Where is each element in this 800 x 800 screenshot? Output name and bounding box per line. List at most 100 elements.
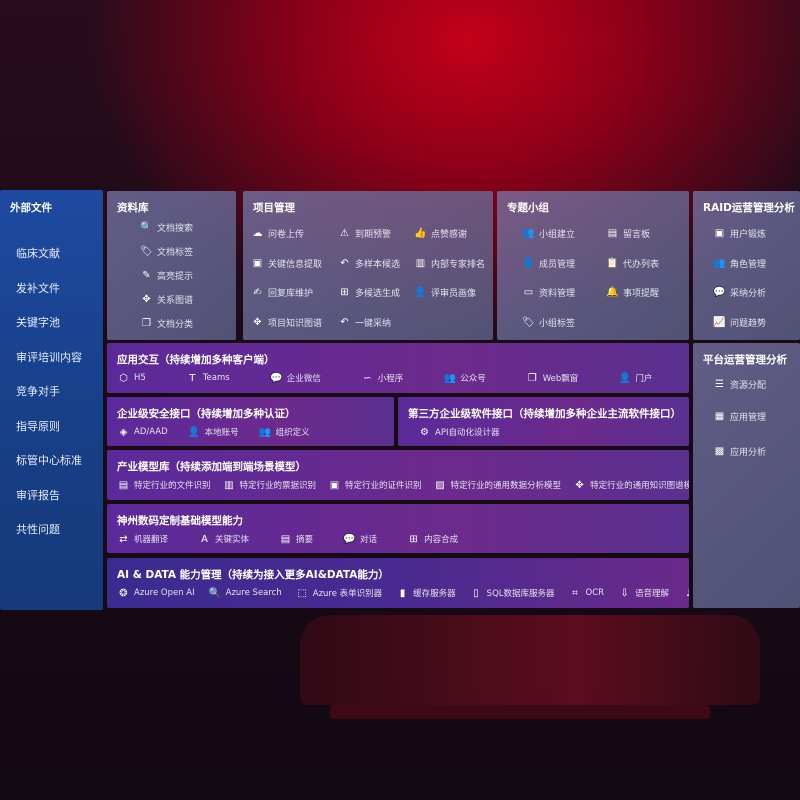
menu-item-group[interactable]: 👥 小组建立 (522, 227, 575, 240)
mini-program-icon: ∽ (363, 372, 372, 384)
menu-item-database[interactable]: ▯ SQL数据库服务器 (470, 587, 554, 600)
menu-item-cloud-upload[interactable]: ☁ 问卷上传 (251, 227, 305, 240)
tag-icon: 🏷 (522, 317, 535, 328)
industry-item-label: 特定行业的证件识别 (345, 481, 422, 491)
sidebar-item[interactable]: 指导原则 (16, 419, 60, 433)
menu-item-search-doc[interactable]: 🔍 Azure Search (209, 587, 282, 599)
menu-item-ranking[interactable]: ▥ 内部专家排名 (414, 257, 485, 270)
menu-item-file[interactable]: ▤ 特定行业的文件识别 (117, 479, 211, 492)
menu-item-undo[interactable]: ↶ 一键采纳 (338, 316, 391, 329)
menu-item-compose[interactable]: ⊞ 内容合成 (407, 533, 458, 546)
menu-item-openai[interactable]: ❂ Azure Open AI (117, 587, 194, 599)
menu-item-document-search[interactable]: 🔍 文档搜索 (140, 221, 193, 234)
raid-item-label: 用户锻炼 (730, 230, 767, 240)
menu-item-local-account[interactable]: 👤 本地账号 (188, 426, 239, 439)
edit-icon: ✍ (253, 287, 262, 298)
menu-item-reply[interactable]: ↶ 多样本候选 (338, 257, 400, 270)
aidata-item-label: 语音理解 (635, 589, 670, 599)
menu-item-organization[interactable]: 👥 组织定义 (259, 426, 310, 439)
panel-title: 神州数码定制基础模型能力 (117, 515, 243, 527)
menu-item-folder[interactable]: ▭ 资料管理 (522, 286, 575, 299)
menu-item-wechat-work[interactable]: 💬 企业微信 (270, 372, 321, 385)
menu-item-ad[interactable]: ◈ AD/AAD (117, 426, 168, 438)
group-item-label: 代办列表 (623, 260, 660, 270)
menu-item-checklist[interactable]: ☰ 资源分配 (713, 378, 766, 391)
gear-icon: ⚙ (420, 426, 429, 438)
speech-icon: ⇩ (620, 587, 629, 599)
sidebar-item[interactable]: 审评培训内容 (16, 350, 82, 364)
menu-item-clipboard[interactable]: 📋 代办列表 (606, 257, 659, 270)
menu-item-receipt[interactable]: ▥ 特定行业的票据识别 (223, 479, 316, 492)
menu-item-analytics[interactable]: ▩ 应用分析 (713, 445, 766, 458)
library-panel: 资料库 🔍 文档搜索 🏷 文档标签 ✎ 高亮提示 ✥ 关系图谱 ❐ 文档分类 (107, 191, 236, 340)
bbs-icon: ▤ (607, 228, 618, 239)
menu-item-puzzle[interactable]: ⊞ 多候选生成 (338, 286, 400, 299)
menu-item-users[interactable]: 👥 角色管理 (713, 257, 766, 270)
menu-item-bell[interactable]: 🔔 事项提醒 (606, 286, 659, 299)
menu-item-ocr[interactable]: ⌗ OCR (569, 587, 604, 599)
menu-item-form-recognizer[interactable]: ⬚ Azure 表单识别器 (296, 587, 383, 600)
menu-item-qa[interactable]: 💬 采纳分析 (713, 286, 766, 299)
menu-item-html5[interactable]: ⬡ H5 (117, 372, 146, 384)
menu-item-edit[interactable]: ✍ 回复库维护 (251, 286, 313, 299)
industry-model-panel: 产业模型库（持续添加端到端场景模型） ▤ 特定行业的文件识别 ▥ 特定行业的票据识别 ▣ 特… (107, 450, 689, 500)
menu-item-summary[interactable]: ▤ 摘要 (279, 533, 313, 546)
sidebar-item[interactable]: 临床文献 (16, 247, 60, 260)
menu-item-id-card[interactable]: ▣ 用户锻炼 (713, 227, 766, 240)
graph-icon: ✥ (142, 294, 151, 305)
sidebar-item[interactable]: 发补文件 (16, 281, 60, 295)
menu-item-tag[interactable]: 🏷 文档标签 (140, 245, 193, 258)
menu-item-official-account[interactable]: 👥 公众号 (443, 372, 486, 385)
external-files-panel: 外部文件 临床文献 发补文件 关键字池 审评培训内容 竞争对手 指导原则 标管中心标准 审评报… (0, 190, 103, 610)
qa-icon: 💬 (713, 287, 726, 298)
menu-item-gear[interactable]: ⚙ API自动化设计器 (418, 426, 499, 439)
translate-icon: ⇄ (119, 533, 128, 545)
id-card-icon: ▣ (329, 479, 340, 491)
cloud-upload-icon: ☁ (252, 228, 263, 239)
industry-item-label: 特定行业的文件识别 (134, 481, 211, 491)
menu-item-tts[interactable]: ♫TTS (683, 587, 689, 599)
menu-item-cache-server[interactable]: ▮ 缓存服务器 (396, 587, 456, 600)
sidebar-item[interactable]: 竞争对手 (16, 385, 60, 398)
app-interaction-panel: 应用交互（持续增加多种客户端） ⬡ H5 T Teams 💬 企业微信 ∽ 小程序 👥 公众号 ❐ We… (107, 343, 689, 393)
menu-item-document-category[interactable]: ❐ 文档分类 (140, 317, 193, 330)
platform-item-label: 应用分析 (730, 448, 767, 458)
users-icon: 👥 (713, 258, 726, 269)
menu-item-entity[interactable]: A 关键实体 (198, 533, 249, 546)
menu-item-web-window[interactable]: ❐ Web飘窗 (526, 372, 579, 385)
menu-item-chart[interactable]: ▨ 特定行业的通用数据分析模型 (434, 479, 561, 492)
menu-item-alarm[interactable]: ⚠ 到期预警 (338, 227, 391, 240)
raid-analysis-panel: RAID运营管理分析 ▣ 用户锻炼 👥 角色管理 💬 采纳分析 📈 问题趋势 (693, 191, 800, 340)
knowledge-graph-icon: ✥ (575, 479, 584, 491)
menu-item-id-card[interactable]: ▣ 特定行业的证件识别 (328, 479, 422, 492)
menu-item-trend[interactable]: 📈 问题趋势 (713, 316, 766, 329)
sidebar-item[interactable]: 标管中心标准 (16, 454, 82, 467)
menu-item-graph[interactable]: ✥ 关系图谱 (140, 293, 193, 306)
menu-item-knowledge-graph[interactable]: ✥ 项目知识图谱 (251, 316, 322, 329)
menu-item-dialog[interactable]: 💬 对话 (343, 533, 377, 546)
menu-item-teams[interactable]: T Teams (186, 372, 229, 384)
menu-item-mini-program[interactable]: ∽ 小程序 (361, 372, 403, 385)
menu-item-translate[interactable]: ⇄ 机器翻译 (117, 533, 168, 546)
sidebar-item[interactable]: 共性问题 (16, 523, 60, 536)
menu-item-person[interactable]: 👤 评审员画像 (414, 286, 476, 299)
receipt-icon: ▥ (224, 479, 234, 491)
menu-item-knowledge-graph[interactable]: ✥ 特定行业的通用知识图谱模型 (573, 479, 689, 492)
menu-item-speech[interactable]: ⇩ 语音理解 (618, 587, 670, 600)
menu-item-info-extract[interactable]: ▣ 关键信息提取 (251, 257, 322, 270)
sidebar-item[interactable]: 关键字池 (16, 316, 60, 329)
teams-icon: T (189, 372, 196, 384)
panel-title: 产业模型库（持续添加端到端场景模型） (117, 461, 306, 473)
menu-item-thumbs-up[interactable]: 👍 点赞感谢 (414, 227, 467, 240)
menu-item-apps[interactable]: ▦ 应用管理 (713, 410, 766, 423)
menu-item-member[interactable]: 👤 成员管理 (522, 257, 575, 270)
summary-icon: ▤ (280, 533, 291, 545)
sidebar-item[interactable]: 审评报告 (16, 488, 60, 502)
menu-item-tag[interactable]: 🏷 小组标签 (522, 316, 575, 329)
raid-item-label: 问题趋势 (730, 319, 767, 329)
menu-item-highlight-pen[interactable]: ✎ 高亮提示 (140, 269, 193, 282)
menu-item-portal[interactable]: 👤 门户 (618, 372, 653, 385)
checklist-icon: ☰ (715, 379, 724, 390)
menu-item-bbs[interactable]: ▤ 留言板 (606, 227, 650, 240)
